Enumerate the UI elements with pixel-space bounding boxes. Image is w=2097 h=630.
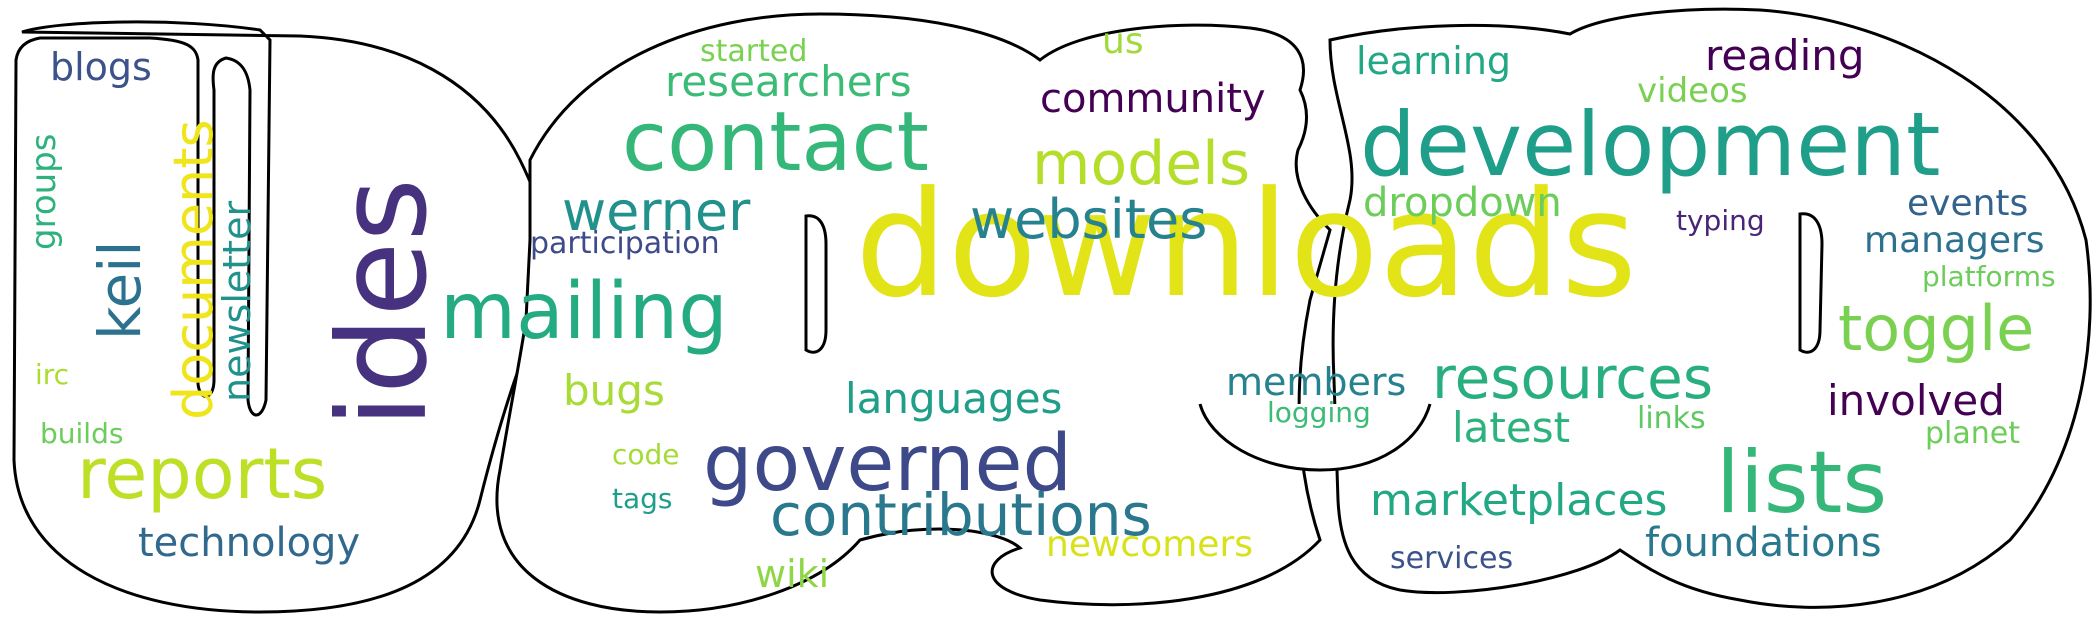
word-planet: planet (1925, 416, 2020, 451)
word-governed: governed (703, 419, 1072, 509)
word-newsletter: newsletter (215, 201, 259, 402)
word-reading: reading (1705, 31, 1865, 80)
word-participation: participation (530, 226, 720, 261)
outline-inner-bowl (1198, 403, 1432, 472)
word-websites: websites (970, 188, 1207, 251)
mask-outline (12, 7, 2092, 614)
word-languages: languages (845, 374, 1062, 423)
word-members: members (1226, 360, 1406, 404)
word-videos: videos (1637, 71, 1748, 111)
word-marketplaces: marketplaces (1370, 475, 1667, 526)
word-keil: keil (86, 241, 154, 340)
outline-inner-notch-right (1798, 212, 1824, 354)
word-mailing: mailing (440, 267, 728, 357)
word-platforms: platforms (1922, 260, 2056, 293)
word-toggle: toggle (1838, 292, 2034, 365)
word-services: services (1390, 541, 1513, 576)
word-bugs: bugs (563, 366, 665, 415)
word-learning: learning (1356, 39, 1511, 83)
word-models: models (1032, 129, 1250, 199)
word-werner: werner (562, 180, 751, 243)
word-typing: typing (1676, 204, 1765, 237)
word-ides: ides (312, 178, 454, 428)
outline-letter-o-left (495, 12, 1332, 614)
words-layer: downloads ides development contact maili… (24, 21, 2056, 596)
word-started: started (700, 34, 807, 69)
word-logging: logging (1267, 396, 1371, 429)
word-code: code (612, 438, 680, 471)
outline-inner-notch-left (804, 214, 828, 354)
word-groups: groups (24, 134, 64, 250)
word-irc: irc (35, 358, 69, 391)
word-downloads: downloads (855, 160, 1637, 330)
word-documents: documents (162, 119, 225, 420)
word-foundations: foundations (1645, 520, 1882, 566)
word-links: links (1637, 401, 1706, 436)
word-events: events (1907, 183, 2028, 224)
word-contributions: contributions (770, 481, 1152, 549)
word-newcomers: newcomers (1046, 524, 1253, 565)
word-wiki: wiki (755, 552, 829, 596)
word-reports: reports (77, 433, 327, 515)
word-lists: lists (1716, 433, 1887, 533)
outline-letter-o-right (1328, 7, 2092, 609)
word-involved: involved (1827, 376, 2005, 425)
word-builds: builds (40, 417, 123, 450)
word-development: development (1360, 93, 1941, 196)
word-community: community (1040, 76, 1266, 122)
word-blogs: blogs (50, 45, 152, 89)
word-technology: technology (138, 520, 360, 566)
word-contact: contact (622, 95, 929, 190)
word-latest: latest (1452, 403, 1570, 452)
word-dropdown: dropdown (1363, 180, 1562, 226)
word-researchers: researchers (665, 57, 912, 106)
word-tags: tags (612, 482, 673, 515)
word-managers: managers (1864, 220, 2045, 261)
word-us: us (1102, 21, 1144, 62)
word-resources: resources (1432, 344, 1713, 412)
